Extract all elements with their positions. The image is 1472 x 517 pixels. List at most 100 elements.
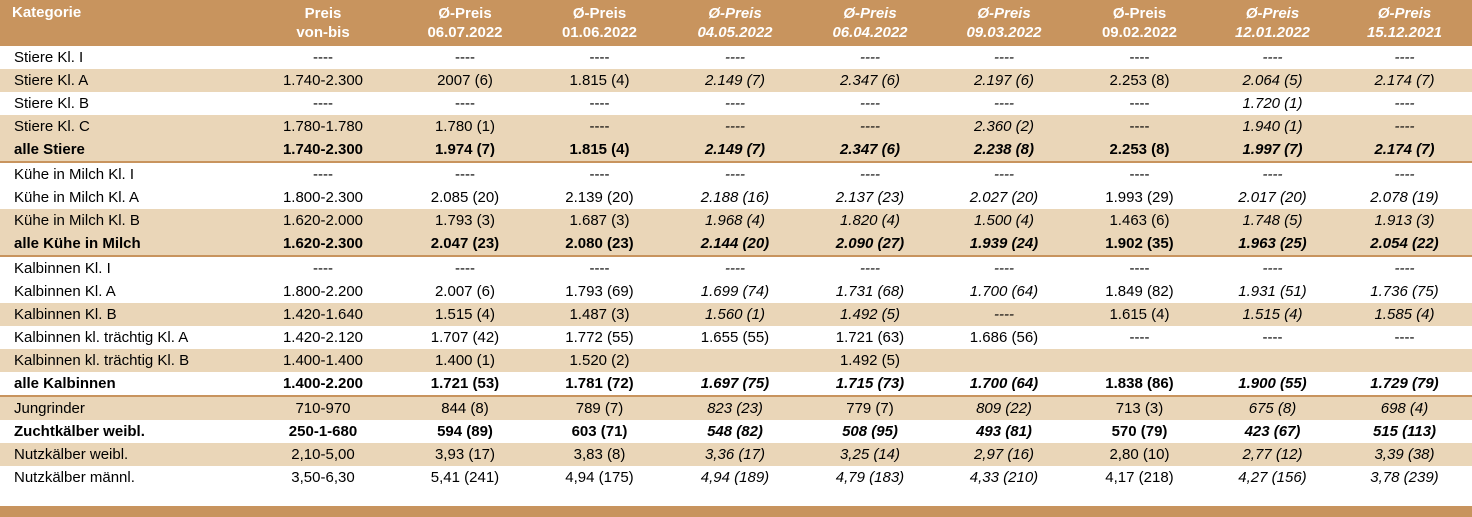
table-cell: 713 (3) bbox=[1071, 395, 1208, 420]
header-avg-price: Ø-Preis 04.05.2022 bbox=[697, 5, 773, 41]
table-cell: 1.729 (79) bbox=[1337, 372, 1472, 396]
table-row: Jungrinder 710-970 844 (8) 789 (7) 823 (23) 7… bbox=[0, 395, 1472, 420]
row-label: Kühe in Milch Kl. A bbox=[0, 186, 248, 209]
bottom-bar bbox=[0, 506, 1472, 517]
table-cell: 1.838 (86) bbox=[1071, 372, 1208, 396]
table-cell: 508 (95) bbox=[803, 420, 937, 443]
table-cell: 1.731 (68) bbox=[803, 280, 937, 303]
table-cell: 2.347 (6) bbox=[803, 69, 937, 92]
table-row: Zuchtkälber weibl. 250-1-680 594 (89) 603 (… bbox=[0, 420, 1472, 443]
table-cell: 1.620-2.000 bbox=[248, 209, 398, 232]
row-label: Kühe in Milch Kl. B bbox=[0, 209, 248, 232]
table-cell: ---- bbox=[1337, 255, 1472, 280]
table-cell: ---- bbox=[803, 161, 937, 186]
table-cell: 1.900 (55) bbox=[1208, 372, 1337, 396]
table-cell: ---- bbox=[398, 161, 532, 186]
table-cell: 1.700 (64) bbox=[937, 280, 1071, 303]
header-preis-von-bis: Preis von-bis bbox=[296, 5, 350, 41]
table-row: Kalbinnen kl. trächtig Kl. B 1.400-1.400 1… bbox=[0, 349, 1472, 372]
table-row: Stiere Kl. B ---- ---- ---- ---- ---- ---- ----… bbox=[0, 92, 1472, 115]
table-row: Stiere Kl. A 1.740-2.300 2007 (6) 1.815 (4)… bbox=[0, 69, 1472, 92]
table-cell: ---- bbox=[1337, 161, 1472, 186]
table-cell: 3,83 (8) bbox=[532, 443, 667, 466]
table-cell: 1.815 (4) bbox=[532, 69, 667, 92]
table-cell: 1.963 (25) bbox=[1208, 232, 1337, 256]
table-cell: 1.707 (42) bbox=[398, 326, 532, 349]
table-row: Kühe in Milch Kl. I ---- ---- ---- ---- ---- -… bbox=[0, 161, 1472, 186]
table-cell: 2.085 (20) bbox=[398, 186, 532, 209]
table-cell: 2.174 (7) bbox=[1337, 69, 1472, 92]
header-avg-price: Ø-Preis 01.06.2022 bbox=[561, 5, 638, 41]
table-row: Kühe in Milch Kl. B 1.620-2.000 1.793 (3) 1… bbox=[0, 209, 1472, 232]
table-cell: ---- bbox=[1337, 115, 1472, 138]
row-label: Jungrinder bbox=[0, 395, 248, 420]
table-cell: ---- bbox=[248, 46, 398, 69]
table-cell: 594 (89) bbox=[398, 420, 532, 443]
table-cell: ---- bbox=[532, 255, 667, 280]
table-cell: ---- bbox=[803, 92, 937, 115]
row-label: Nutzkälber männl. bbox=[0, 466, 248, 489]
table-cell: 698 (4) bbox=[1337, 395, 1472, 420]
table-cell: 1.939 (24) bbox=[937, 232, 1071, 256]
table-cell: 1.902 (35) bbox=[1071, 232, 1208, 256]
table-cell: 1.400-1.400 bbox=[248, 349, 398, 372]
header-avg-price: Ø-Preis 15.12.2021 bbox=[1366, 5, 1443, 41]
table-cell: 1.686 (56) bbox=[937, 326, 1071, 349]
table-cell: 2.027 (20) bbox=[937, 186, 1071, 209]
table-cell: 1.820 (4) bbox=[803, 209, 937, 232]
row-label: Stiere Kl. I bbox=[0, 46, 248, 69]
table-row: alle Stiere 1.740-2.300 1.974 (7) 1.815 (4)… bbox=[0, 138, 1472, 162]
table-cell: 1.620-2.300 bbox=[248, 232, 398, 256]
table-cell: 1.931 (51) bbox=[1208, 280, 1337, 303]
table-row: Kalbinnen Kl. B 1.420-1.640 1.515 (4) 1.487… bbox=[0, 303, 1472, 326]
table-cell: ---- bbox=[1071, 326, 1208, 349]
table-cell: 1.515 (4) bbox=[398, 303, 532, 326]
table-cell: 1.700 (64) bbox=[937, 372, 1071, 396]
table-cell: ---- bbox=[1071, 115, 1208, 138]
table-cell: ---- bbox=[1208, 326, 1337, 349]
table-cell: ---- bbox=[937, 161, 1071, 186]
table-cell: 2.197 (6) bbox=[937, 69, 1071, 92]
header-avg-price: Ø-Preis 06.04.2022 bbox=[832, 5, 908, 41]
table-row: Kalbinnen Kl. I ---- ---- ---- ---- ---- ---- -… bbox=[0, 255, 1472, 280]
table-cell: 4,33 (210) bbox=[937, 466, 1071, 489]
table-cell: 1.974 (7) bbox=[398, 138, 532, 162]
table-row: alle Kühe in Milch 1.620-2.300 2.047 (23) 2… bbox=[0, 232, 1472, 256]
table-cell: 1.793 (3) bbox=[398, 209, 532, 232]
table-cell: 1.800-2.300 bbox=[248, 186, 398, 209]
table-cell: 2.253 (8) bbox=[1071, 138, 1208, 162]
table-cell: 1.699 (74) bbox=[667, 280, 803, 303]
table-cell: 1.492 (5) bbox=[803, 349, 937, 372]
table-cell: 779 (7) bbox=[803, 395, 937, 420]
table-cell: 2.174 (7) bbox=[1337, 138, 1472, 162]
table-cell: 1.463 (6) bbox=[1071, 209, 1208, 232]
table-cell: 1.721 (63) bbox=[803, 326, 937, 349]
table-row: alle Kalbinnen 1.400-2.200 1.721 (53) 1.781… bbox=[0, 372, 1472, 396]
table-cell: 1.780 (1) bbox=[398, 115, 532, 138]
table-cell: 570 (79) bbox=[1071, 420, 1208, 443]
table-header: Kategorie Preis von-bis Ø-Preis 06.07.2022… bbox=[0, 0, 1472, 46]
table-row: Stiere Kl. I ---- ---- ---- ---- ---- ---- ----… bbox=[0, 46, 1472, 69]
table-cell: ---- bbox=[803, 115, 937, 138]
table-cell: 2,97 (16) bbox=[937, 443, 1071, 466]
table-cell: 844 (8) bbox=[398, 395, 532, 420]
table-cell: ---- bbox=[398, 255, 532, 280]
table-cell: 3,50-6,30 bbox=[248, 466, 398, 489]
table-cell: ---- bbox=[1208, 46, 1337, 69]
table-cell: 1.520 (2) bbox=[532, 349, 667, 372]
table-cell: ---- bbox=[1071, 255, 1208, 280]
table-cell: 1.400-2.200 bbox=[248, 372, 398, 396]
table-cell: ---- bbox=[398, 92, 532, 115]
table-cell: 2.078 (19) bbox=[1337, 186, 1472, 209]
table-cell: 1.420-1.640 bbox=[248, 303, 398, 326]
row-label: Kalbinnen kl. trächtig Kl. B bbox=[0, 349, 248, 372]
row-label: alle Stiere bbox=[0, 138, 248, 162]
table-cell: 603 (71) bbox=[532, 420, 667, 443]
table-cell: 2.253 (8) bbox=[1071, 69, 1208, 92]
table-cell: ---- bbox=[248, 255, 398, 280]
table-cell: 2.054 (22) bbox=[1337, 232, 1472, 256]
table-cell: ---- bbox=[937, 303, 1071, 326]
table-row: Kalbinnen Kl. A 1.800-2.200 2.007 (6) 1.793… bbox=[0, 280, 1472, 303]
table-cell: 3,78 (239) bbox=[1337, 466, 1472, 489]
